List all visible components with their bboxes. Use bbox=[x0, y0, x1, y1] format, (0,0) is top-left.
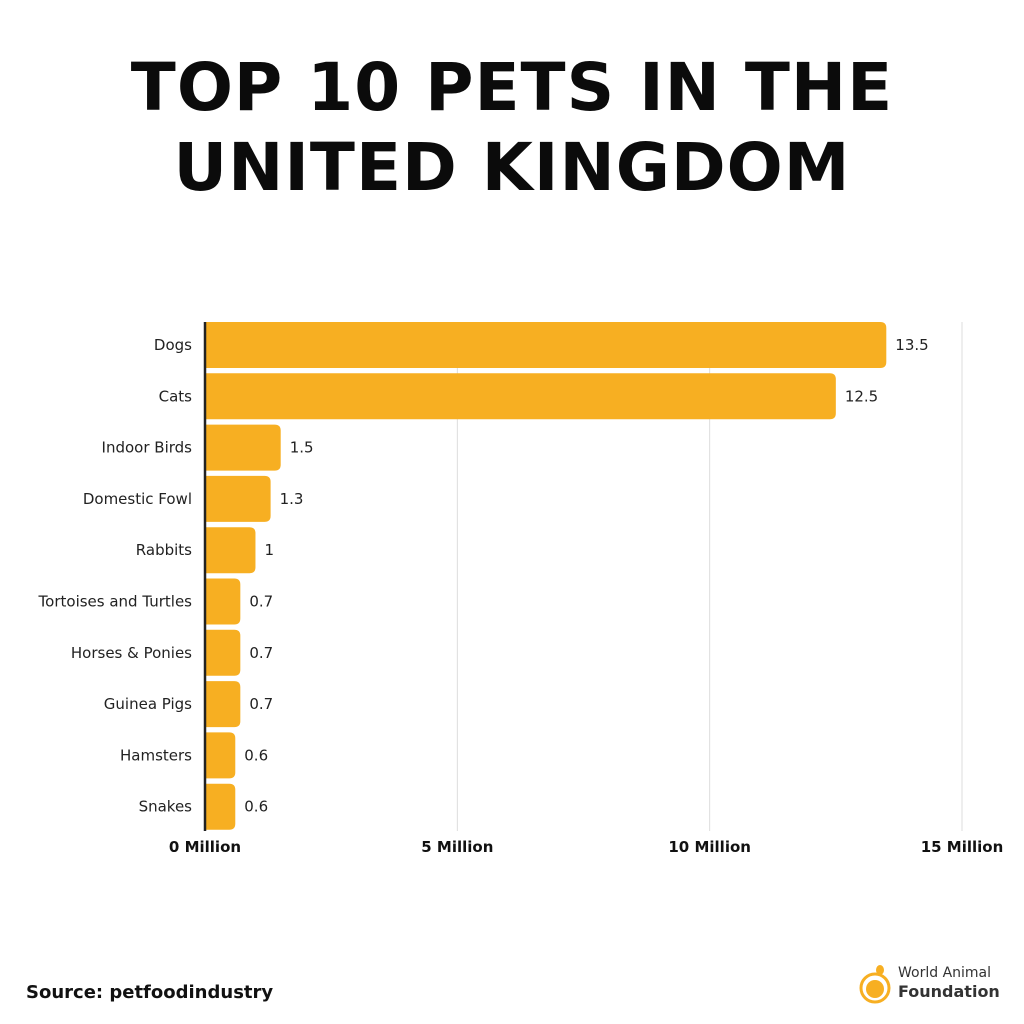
category-label: Indoor Birds bbox=[102, 439, 193, 457]
bar bbox=[205, 732, 236, 779]
paw-logo-icon bbox=[859, 965, 891, 1004]
logo-line-2: Foundation bbox=[898, 982, 1000, 1001]
data-label: 0.7 bbox=[249, 593, 273, 611]
bar bbox=[205, 783, 236, 830]
bar bbox=[205, 681, 241, 728]
category-label: Hamsters bbox=[120, 746, 192, 764]
bar bbox=[205, 373, 836, 420]
data-label: 13.5 bbox=[895, 336, 928, 354]
bar bbox=[205, 322, 887, 368]
title-line-2: UNITED KINGDOM bbox=[173, 129, 851, 206]
source-note: Source: petfoodindustry bbox=[26, 982, 274, 1003]
x-tick-label: 15 Million bbox=[921, 838, 1004, 856]
bar bbox=[205, 527, 256, 574]
category-label: Tortoises and Turtles bbox=[38, 593, 193, 611]
data-label: 0.6 bbox=[244, 746, 268, 764]
data-label: 12.5 bbox=[845, 387, 878, 405]
data-label: 1.3 bbox=[280, 490, 304, 508]
bar bbox=[205, 578, 241, 625]
logo-line-1: World Animal bbox=[898, 965, 992, 981]
category-label: Cats bbox=[159, 387, 193, 405]
data-label: 0.6 bbox=[244, 798, 268, 816]
category-label: Rabbits bbox=[136, 541, 192, 559]
data-label: 0.7 bbox=[249, 644, 273, 662]
data-label: 0.7 bbox=[249, 695, 273, 713]
category-label: Snakes bbox=[139, 798, 193, 816]
chart-title: TOP 10 PETS IN THE UNITED KINGDOM bbox=[0, 48, 1024, 208]
category-label: Horses & Ponies bbox=[71, 644, 192, 662]
data-label: 1.5 bbox=[290, 439, 314, 457]
bar bbox=[205, 475, 271, 522]
x-tick-label: 10 Million bbox=[668, 838, 751, 856]
bar bbox=[205, 424, 281, 471]
category-label: Guinea Pigs bbox=[104, 695, 192, 713]
bar bbox=[205, 629, 241, 676]
logo: World Animal Foundation bbox=[858, 962, 1008, 1006]
data-label: 1 bbox=[264, 541, 274, 559]
x-tick-label: 0 Million bbox=[169, 838, 241, 856]
category-label: Domestic Fowl bbox=[83, 490, 192, 508]
category-label: Dogs bbox=[154, 336, 192, 354]
x-tick-label: 5 Million bbox=[421, 838, 493, 856]
title-line-1: TOP 10 PETS IN THE bbox=[130, 49, 894, 126]
